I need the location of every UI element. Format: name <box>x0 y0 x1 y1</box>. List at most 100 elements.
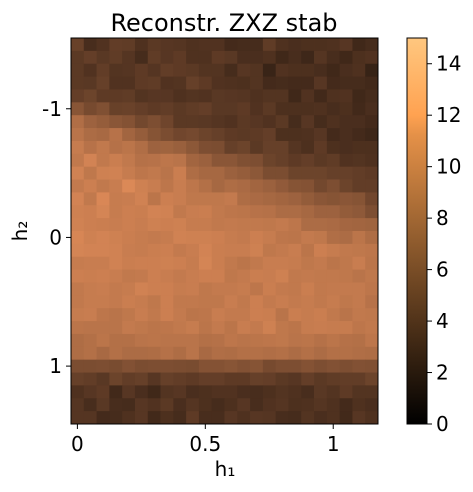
heatmap-cell <box>173 231 187 245</box>
chart-title: Reconstr. ZXZ stab <box>110 9 337 37</box>
heatmap-cell <box>211 89 225 103</box>
heatmap-cell <box>237 385 251 399</box>
heatmap-cell <box>250 231 264 245</box>
heatmap-cell <box>96 398 110 412</box>
heatmap-cell <box>173 50 187 65</box>
heatmap-cell <box>186 243 200 258</box>
heatmap-cell <box>275 398 289 412</box>
heatmap-cell <box>262 282 277 296</box>
heatmap-cell <box>326 308 341 322</box>
heatmap-cell <box>211 128 225 142</box>
heatmap-cell <box>83 115 97 129</box>
heatmap-cell <box>147 179 161 193</box>
heatmap-cell <box>122 231 136 245</box>
heatmap-cell <box>147 128 161 142</box>
heatmap-cell <box>198 166 213 180</box>
heatmap-cell <box>288 38 302 52</box>
heatmap-cell <box>352 89 366 103</box>
heatmap-cell <box>198 243 213 258</box>
heatmap-cell <box>147 205 161 219</box>
heatmap-cell <box>122 38 136 52</box>
heatmap-cell <box>262 231 277 245</box>
heatmap-cell <box>352 282 366 296</box>
heatmap-cell <box>198 333 213 348</box>
heatmap-cell <box>288 50 302 65</box>
heatmap-cell <box>211 321 225 335</box>
heatmap-cell <box>186 179 200 193</box>
heatmap-cell <box>160 243 174 258</box>
heatmap-cell <box>237 359 251 373</box>
heatmap-cell <box>288 179 302 193</box>
heatmap-cell <box>339 411 353 425</box>
heatmap-cell <box>301 179 315 193</box>
heatmap-cell <box>96 282 110 296</box>
heatmap-cell <box>134 192 149 206</box>
heatmap-cell <box>147 89 161 103</box>
heatmap-cell <box>262 321 277 335</box>
heatmap-cell <box>288 243 302 258</box>
heatmap-cell <box>109 295 123 309</box>
heatmap-cell <box>365 308 379 322</box>
heatmap-cell <box>365 256 379 270</box>
heatmap-cell <box>134 321 149 335</box>
heatmap-cell <box>288 411 302 425</box>
heatmap-cell <box>160 359 174 373</box>
heatmap-cell <box>314 166 328 180</box>
heatmap-cell <box>314 308 328 322</box>
heatmap-cell <box>326 128 341 142</box>
heatmap-cell <box>83 76 97 90</box>
heatmap-cell <box>301 295 315 309</box>
heatmap-cell <box>339 243 353 258</box>
heatmap-cell <box>275 128 289 142</box>
heatmap-cell <box>96 115 110 129</box>
heatmap-cell <box>250 411 264 425</box>
heatmap-cell <box>122 102 136 116</box>
heatmap-cell <box>109 115 123 129</box>
heatmap-cell <box>352 50 366 65</box>
heatmap-cell <box>326 346 341 361</box>
heatmap-cell <box>186 102 200 116</box>
heatmap-cell <box>173 38 187 52</box>
heatmap-cell <box>275 346 289 361</box>
heatmap-cell <box>288 153 302 168</box>
heatmap-cell <box>275 269 289 283</box>
heatmap-cell <box>83 385 97 399</box>
heatmap-cell <box>186 218 200 232</box>
heatmap-cell <box>365 269 379 283</box>
heatmap-cell <box>301 398 315 412</box>
heatmap-cell <box>96 50 110 65</box>
heatmap-cell <box>198 282 213 296</box>
heatmap-cell <box>186 89 200 103</box>
x-tick-label: 1 <box>327 432 340 456</box>
heatmap-cell <box>71 140 85 155</box>
heatmap-cell <box>147 63 161 77</box>
heatmap-cell <box>250 398 264 412</box>
heatmap-cell <box>122 205 136 219</box>
heatmap-cell <box>314 128 328 142</box>
heatmap-cell <box>365 89 379 103</box>
heatmap-cell <box>262 269 277 283</box>
heatmap-cell <box>224 231 238 245</box>
heatmap-cell <box>352 38 366 52</box>
heatmap-cell <box>326 218 341 232</box>
heatmap-cell <box>71 76 85 90</box>
heatmap-cell <box>288 372 302 386</box>
heatmap-cell <box>109 243 123 258</box>
heatmap-cell <box>339 128 353 142</box>
heatmap-cell <box>288 308 302 322</box>
heatmap-cell <box>365 411 379 425</box>
heatmap-cell <box>109 179 123 193</box>
heatmap-cell <box>173 321 187 335</box>
heatmap-cell <box>71 308 85 322</box>
heatmap-cell <box>173 153 187 168</box>
heatmap-cell <box>365 346 379 361</box>
heatmap-cell <box>173 63 187 77</box>
heatmap-cell <box>262 140 277 155</box>
heatmap-cell <box>71 385 85 399</box>
heatmap-cell <box>288 205 302 219</box>
heatmap-cell <box>173 128 187 142</box>
heatmap-cell <box>147 50 161 65</box>
heatmap-cell <box>352 321 366 335</box>
heatmap-cell <box>109 128 123 142</box>
heatmap-cell <box>211 243 225 258</box>
